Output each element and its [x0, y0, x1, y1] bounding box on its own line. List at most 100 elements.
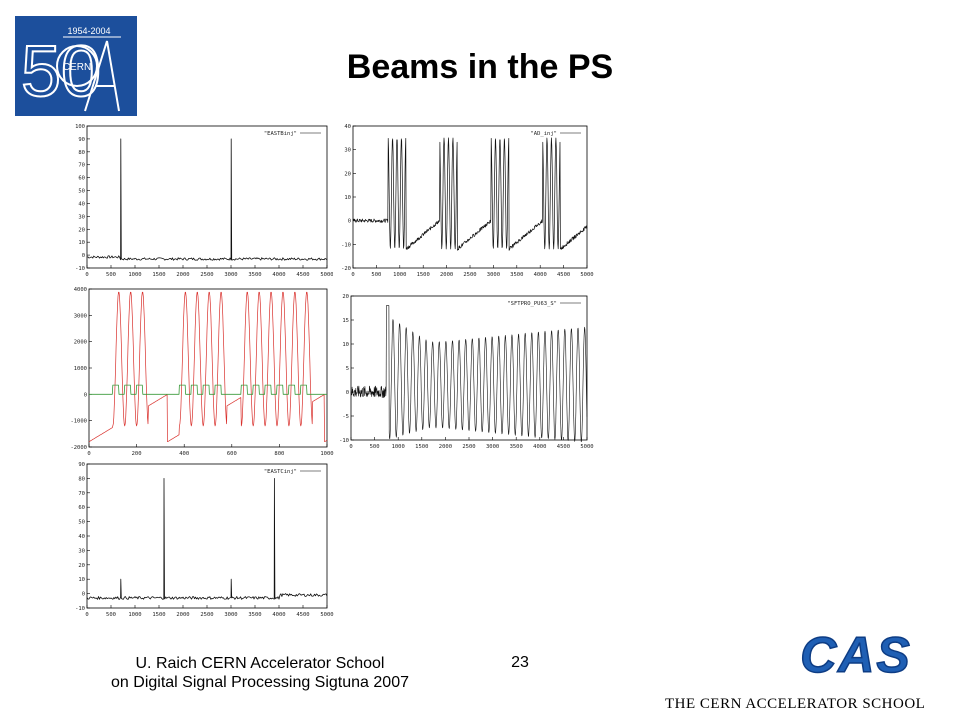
- x-tick-label: 5000: [320, 612, 333, 618]
- x-tick-label: 2000: [440, 272, 453, 278]
- y-tick-label: 30: [344, 148, 351, 154]
- y-tick-label: -1000: [70, 419, 87, 425]
- legend-label: "EASTBinj": [264, 131, 297, 137]
- x-tick-label: 3000: [486, 444, 499, 450]
- x-tick-label: 1000: [128, 612, 141, 618]
- plot-eastbinj-svg: 0 500 1000 1500 2000 2500 3000 3500 4000 4500 5000…: [75, 124, 334, 278]
- x-tick-label: 0: [87, 451, 90, 457]
- x-tick-label: 0: [351, 272, 354, 278]
- plot-sftpro: 0 500 1000 1500 2000 2500 3000 3500 4000 4500 5000…: [333, 290, 595, 452]
- slide-title: Beams in the PS: [346, 48, 614, 86]
- x-tick-label: 4500: [557, 444, 570, 450]
- x-tick-label: 2500: [200, 272, 213, 278]
- y-tick-label: 10: [344, 195, 351, 201]
- y-tick-label: 30: [78, 548, 85, 554]
- x-tick-label: 0: [85, 612, 88, 618]
- x-tick-label: 1000: [320, 451, 333, 457]
- x-tick-label: 1000: [393, 272, 406, 278]
- legend-label: "AD_inj": [531, 131, 558, 137]
- y-tick-label: 50: [78, 189, 85, 195]
- y-tick-label: 90: [78, 462, 85, 468]
- plot-red-green: 0 200 400 600 800 1000 -2000 -1000 0 1000 2000 3000…: [65, 283, 335, 458]
- x-tick-label: 1500: [417, 272, 430, 278]
- x-tick-label: 4000: [272, 272, 285, 278]
- legend-label: "EASTCinj": [264, 469, 297, 475]
- x-tick-label: 5000: [320, 272, 333, 278]
- y-tick-label: 20: [342, 294, 349, 300]
- y-tick-label: 70: [78, 163, 85, 169]
- x-tick-label: 3500: [510, 272, 523, 278]
- y-tick-label: -10: [341, 242, 351, 248]
- series-line: [86, 477, 328, 600]
- series-green-line: [89, 384, 327, 395]
- x-tick-label: 2000: [176, 612, 189, 618]
- cas-subtitle: THE CERN ACCELERATOR SCHOOL: [665, 696, 926, 712]
- y-tick-label: 20: [344, 171, 351, 177]
- y-tick-label: 0: [348, 219, 351, 225]
- x-tick-label: 1000: [392, 444, 405, 450]
- footer-text: U. Raich CERN Accelerator School on Digi…: [70, 654, 450, 692]
- y-tick-label: -2000: [70, 445, 87, 451]
- x-tick-label: 1500: [152, 612, 165, 618]
- x-tick-label: 2500: [463, 272, 476, 278]
- y-tick-label: 0: [82, 592, 85, 598]
- y-tick-label: -10: [75, 266, 85, 272]
- x-tick-label: 5000: [580, 272, 593, 278]
- y-tick-label: 1000: [74, 366, 87, 372]
- y-tick-label: 5: [346, 366, 349, 372]
- x-tick-label: 3000: [224, 612, 237, 618]
- x-tick-label: 2000: [439, 444, 452, 450]
- x-tick-label: 200: [132, 451, 142, 457]
- cas-logo: CAS: [786, 626, 926, 684]
- x-tick-label: 400: [179, 451, 189, 457]
- y-tick-label: 100: [75, 124, 85, 130]
- y-tick-label: 90: [78, 137, 85, 143]
- y-tick-label: 30: [78, 214, 85, 220]
- series-line: [352, 137, 588, 251]
- x-tick-label: 0: [85, 272, 88, 278]
- x-tick-label: 2000: [176, 272, 189, 278]
- x-tick-label: 2500: [200, 612, 213, 618]
- x-tick-label: 3500: [510, 444, 523, 450]
- y-tick-label: 50: [78, 520, 85, 526]
- cern-50-logo-graphic: 1954-2004 50 CERN: [15, 16, 137, 116]
- x-tick-label: 2500: [462, 444, 475, 450]
- series-red-line: [88, 291, 328, 443]
- plot-sftpro-svg: 0 500 1000 1500 2000 2500 3000 3500 4000 4500 5000…: [339, 294, 594, 450]
- plot-ad-inj: 0 500 1000 1500 2000 2500 3000 3500 4000 4500 5000…: [333, 120, 595, 280]
- y-tick-label: -10: [339, 438, 349, 444]
- x-tick-label: 4500: [296, 612, 309, 618]
- x-tick-label: 4000: [272, 612, 285, 618]
- plot-eastcinj-svg: 0 500 1000 1500 2000 2500 3000 3500 4000 4500 5000…: [75, 462, 334, 618]
- x-tick-label: 3500: [248, 272, 261, 278]
- x-tick-label: 500: [371, 272, 381, 278]
- y-tick-label: 40: [344, 124, 351, 130]
- cern-50-logo: 1954-2004 50 CERN: [15, 16, 137, 116]
- x-tick-label: 600: [227, 451, 237, 457]
- x-tick-label: 1500: [152, 272, 165, 278]
- x-tick-label: 3000: [224, 272, 237, 278]
- plot-ad-inj-svg: 0 500 1000 1500 2000 2500 3000 3500 4000 4500 5000…: [341, 124, 594, 278]
- y-tick-label: -20: [341, 266, 351, 272]
- y-tick-label: 60: [78, 505, 85, 511]
- y-tick-label: 80: [78, 476, 85, 482]
- series-line: [86, 138, 328, 261]
- y-tick-label: 2000: [74, 340, 87, 346]
- x-tick-label: 4500: [296, 272, 309, 278]
- x-tick-label: 800: [274, 451, 284, 457]
- y-tick-label: 3000: [74, 313, 87, 319]
- page-number: 23: [511, 654, 529, 671]
- logo-org: CERN: [63, 62, 91, 73]
- x-tick-label: 1000: [128, 272, 141, 278]
- y-tick-label: 10: [78, 577, 85, 583]
- y-tick-label: 20: [78, 227, 85, 233]
- x-tick-label: 500: [106, 272, 116, 278]
- y-tick-label: -10: [75, 606, 85, 612]
- x-tick-label: 4000: [534, 272, 547, 278]
- y-tick-label: 40: [78, 534, 85, 540]
- plot-eastcinj: 0 500 1000 1500 2000 2500 3000 3500 4000 4500 5000…: [65, 458, 335, 620]
- x-tick-label: 4500: [557, 272, 570, 278]
- x-tick-label: 5000: [580, 444, 593, 450]
- x-tick-label: 1500: [415, 444, 428, 450]
- y-tick-label: 60: [78, 176, 85, 182]
